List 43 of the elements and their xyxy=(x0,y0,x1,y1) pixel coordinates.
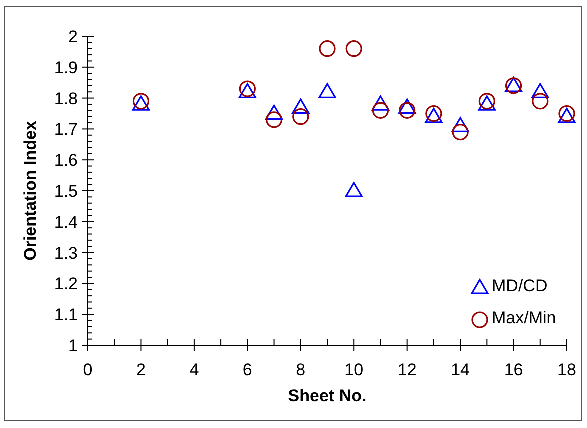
legend-label: MD/CD xyxy=(492,276,548,296)
x-tick-label: 8 xyxy=(296,360,306,380)
y-tick-label: 1.8 xyxy=(54,89,78,108)
point xyxy=(345,182,363,198)
x-tick-label: 12 xyxy=(398,360,417,380)
x-tick-label: 18 xyxy=(558,360,576,380)
x-tick-label: 6 xyxy=(242,360,252,380)
point xyxy=(346,40,362,58)
point xyxy=(398,98,416,114)
y-tick-label: 1.4 xyxy=(54,212,78,232)
y-tick-label: 1.6 xyxy=(54,151,78,170)
x-tick-label: 14 xyxy=(451,360,470,380)
point xyxy=(558,108,576,124)
y-tick-label: 1.5 xyxy=(54,182,78,201)
x-tick-label: 0 xyxy=(83,360,93,380)
point xyxy=(292,108,310,126)
x-axis-title: Sheet No. xyxy=(288,386,367,406)
x-tick-label: 2 xyxy=(136,360,146,380)
point xyxy=(532,93,549,110)
point xyxy=(372,96,390,111)
y-tick-label: 1 xyxy=(68,336,78,356)
point xyxy=(265,104,284,120)
point xyxy=(292,98,310,114)
x-tick-label: 16 xyxy=(504,360,524,380)
x-tick-label: 4 xyxy=(190,360,200,380)
y-tick-label: 1.9 xyxy=(54,58,78,78)
point xyxy=(452,124,469,141)
point xyxy=(372,102,390,119)
point xyxy=(318,83,336,99)
y-axis-title: Orientation Index xyxy=(21,120,40,261)
point xyxy=(425,108,443,124)
y-tick-label: 2 xyxy=(68,27,78,46)
point xyxy=(452,117,470,133)
point xyxy=(266,112,283,128)
point xyxy=(319,40,336,58)
y-tick-label: 1.1 xyxy=(54,306,78,325)
point xyxy=(399,102,416,119)
y-tick-label: 1.2 xyxy=(54,274,78,294)
x-tick-label: 10 xyxy=(344,360,364,380)
y-tick-label: 1.3 xyxy=(54,244,78,263)
point xyxy=(532,83,550,99)
legend-label: Max/Min xyxy=(492,308,556,328)
y-tick-label: 1.7 xyxy=(54,120,78,140)
